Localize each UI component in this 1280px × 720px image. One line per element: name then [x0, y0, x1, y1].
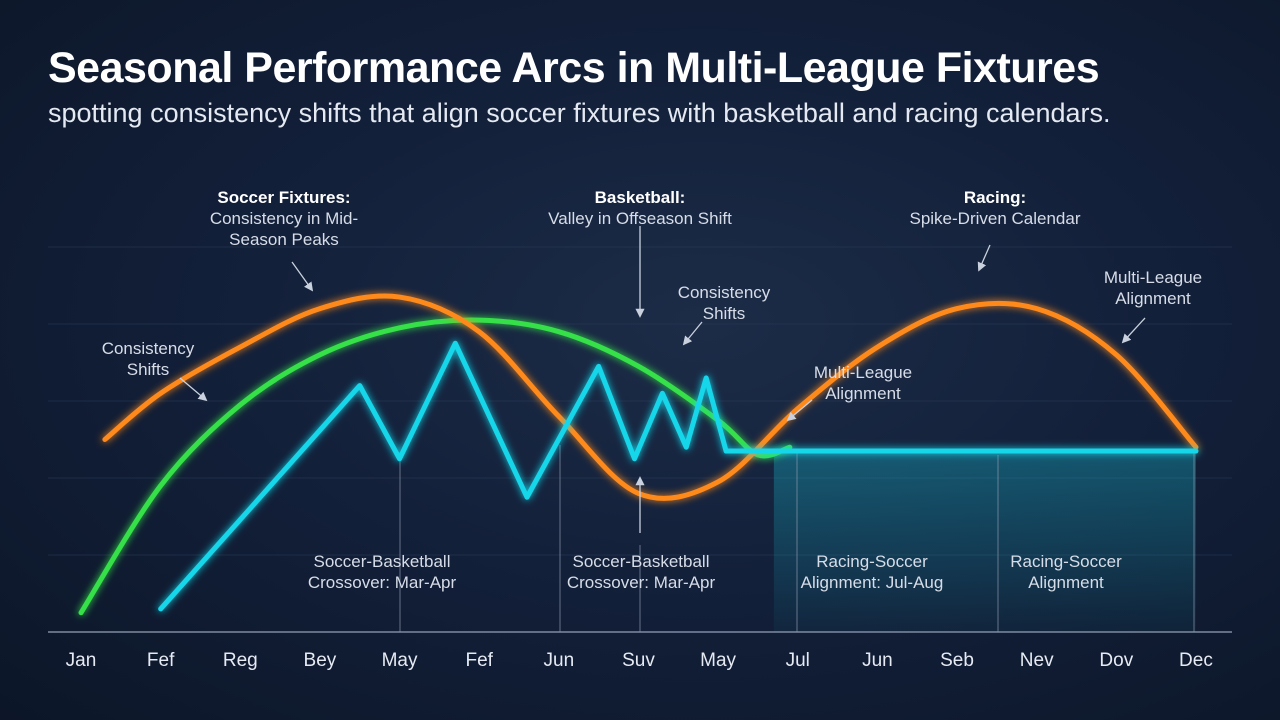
area-fill — [773, 451, 1196, 632]
annotation-6-line-0: Multi-League — [814, 363, 912, 382]
x-tick-label-0: Jan — [66, 650, 97, 671]
series-lines — [78, 293, 1199, 616]
annotation-arrow-5 — [682, 321, 703, 346]
annotation-0-line-1: Season Peaks — [229, 230, 339, 249]
x-tick-label-14: Dec — [1179, 650, 1213, 671]
x-tick-label-3: Bey — [304, 650, 337, 671]
annotation-4-line-1: Shifts — [127, 360, 170, 379]
x-tick-label-9: Jul — [786, 650, 810, 671]
x-tick-label-6: Jun — [544, 650, 575, 671]
chart-subtitle: spotting consistency shifts that align s… — [48, 98, 1111, 128]
guide-lines — [399, 445, 1195, 632]
x-tick-label-1: Fef — [147, 650, 175, 671]
annotation-7-line-0: Soccer-Basketball — [313, 552, 450, 571]
x-tick-label-10: Jun — [862, 650, 893, 671]
annotation-4-line-0: Consistency — [102, 339, 195, 358]
annotation-5-line-1: Shifts — [703, 304, 746, 323]
annotation-5-line-0: Consistency — [678, 283, 771, 302]
annotation-10-line-0: Racing-Soccer — [1010, 552, 1122, 571]
annotation-8-line-1: Crossover: Mar-Apr — [567, 573, 716, 592]
annotation-1-heading: Basketball: — [595, 188, 686, 207]
annotation-6-line-1: Alignment — [825, 384, 901, 403]
x-tick-label-8: May — [700, 650, 736, 671]
chart-title: Seasonal Performance Arcs in Multi-Leagu… — [48, 44, 1100, 92]
annotation-arrow-4 — [179, 377, 208, 402]
x-axis-ticks: Jan Fef Reg Bey May Fef Jun Suv May Jul Jun Seb Nev D… — [66, 650, 1213, 671]
annotation-arrow-6 — [786, 399, 813, 422]
x-tick-label-7: Suv — [622, 650, 655, 671]
x-tick-label-4: May — [382, 650, 418, 671]
x-tick-label-12: Nev — [1020, 650, 1054, 671]
annotation-0-line-0: Consistency in Mid- — [210, 209, 358, 228]
annotation-arrow-3 — [1121, 317, 1146, 344]
annotation-1-line-0: Valley in Offseason Shift — [548, 209, 732, 228]
x-tick-label-2: Reg — [223, 650, 258, 671]
series-line-soccer — [102, 293, 1199, 501]
annotation-3-line-0: Multi-League — [1104, 268, 1202, 287]
annotations: Soccer Fixtures: Consistency in Mid- Seaso… — [102, 188, 1202, 592]
annotation-2-heading: Racing: — [964, 188, 1026, 207]
annotation-2-line-0: Spike-Driven Calendar — [909, 209, 1080, 228]
racing-area-fill — [773, 451, 1196, 632]
annotation-7-line-1: Crossover: Mar-Apr — [308, 573, 457, 592]
x-tick-label-5: Fef — [465, 650, 493, 671]
annotation-10-line-1: Alignment — [1028, 573, 1104, 592]
x-tick-label-13: Dov — [1099, 650, 1133, 671]
annotation-arrow-2 — [977, 244, 991, 272]
annotation-0-heading: Soccer Fixtures: — [217, 188, 350, 207]
annotation-9-line-1: Alignment: Jul-Aug — [801, 573, 944, 592]
annotation-arrow-0 — [291, 261, 314, 292]
series-line-racing — [158, 340, 1199, 612]
annotation-9-line-0: Racing-Soccer — [816, 552, 928, 571]
annotation-8-line-0: Soccer-Basketball — [572, 552, 709, 571]
x-tick-label-11: Seb — [940, 650, 974, 671]
annotation-3-line-1: Alignment — [1115, 289, 1191, 308]
